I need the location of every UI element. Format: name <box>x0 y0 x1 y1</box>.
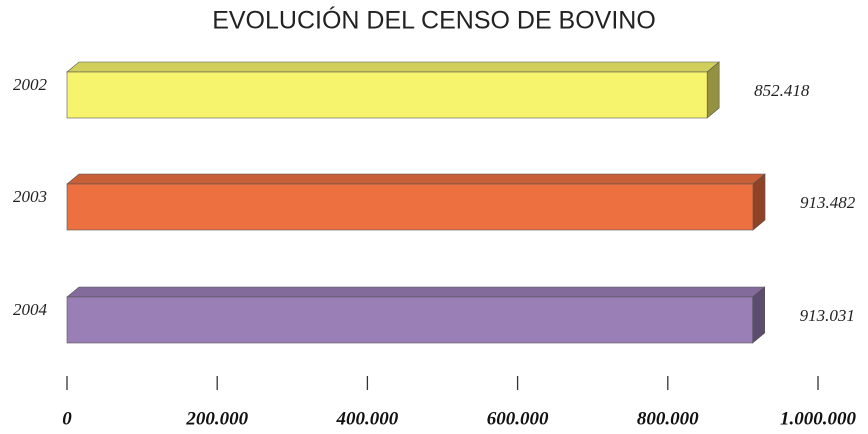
bar-front <box>66 296 753 344</box>
bar <box>66 173 766 231</box>
bar-top <box>66 61 720 73</box>
category-label: 2004 <box>13 300 48 319</box>
value-label: 852.418 <box>754 81 810 100</box>
x-tick-label: 0 <box>62 408 72 429</box>
bar-front <box>66 71 708 119</box>
bar-top <box>66 286 766 298</box>
bar-side <box>752 286 765 344</box>
x-tick-label: 600.000 <box>487 408 549 429</box>
bar <box>66 286 766 344</box>
bar-front <box>66 183 754 231</box>
x-tick-label: 800.000 <box>637 408 699 429</box>
x-tick-label: 400.000 <box>336 408 399 429</box>
value-label: 913.031 <box>800 306 855 325</box>
bar <box>66 61 720 119</box>
category-label: 2003 <box>13 187 47 206</box>
bar-side <box>706 61 720 119</box>
x-tick-label: 1.000.000 <box>780 408 857 429</box>
value-label: 913.482 <box>800 193 856 212</box>
bar-top <box>66 173 766 185</box>
chart-title: EVOLUCIÓN DEL CENSO DE BOVINO <box>212 6 656 35</box>
bar-side <box>752 173 766 231</box>
category-label: 2002 <box>13 75 48 94</box>
x-tick-label: 200.000 <box>185 408 248 429</box>
